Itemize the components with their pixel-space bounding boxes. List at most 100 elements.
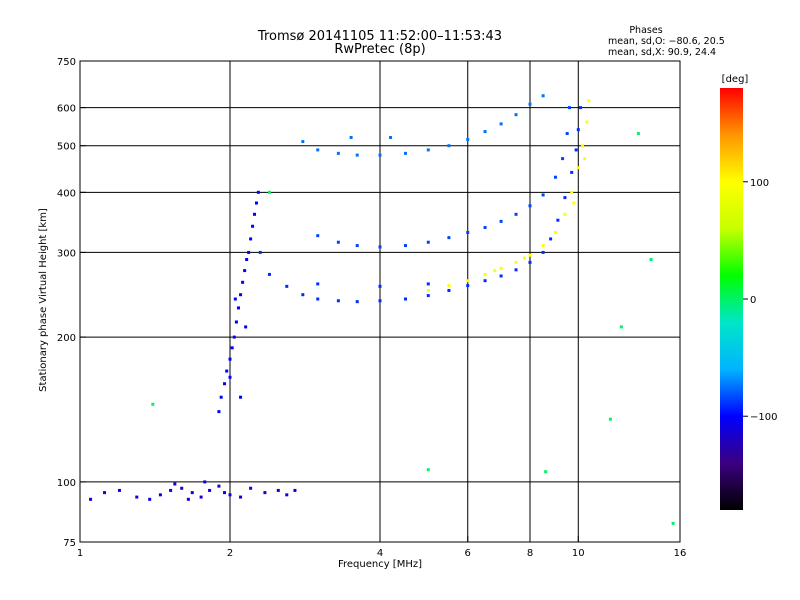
echo-point (241, 280, 245, 284)
echo-point (528, 204, 532, 208)
echo-point (336, 299, 340, 303)
echo-point (587, 99, 591, 103)
echo-point (316, 282, 320, 286)
phase-stats-o: mean, sd,O: −80.6, 20.5 (608, 36, 725, 47)
colorbar-label: [deg] (722, 74, 749, 85)
echo-point (378, 284, 382, 288)
echo-point (447, 236, 451, 240)
echo-point (544, 470, 548, 474)
echo-point (267, 272, 271, 276)
echo-point (426, 294, 430, 298)
echo-point (244, 325, 248, 329)
echo-point (426, 288, 430, 292)
echo-point (403, 297, 407, 301)
echo-point (567, 106, 571, 110)
echo-point (301, 293, 305, 297)
echo-point (208, 488, 212, 492)
echo-point (541, 193, 545, 197)
echo-point (378, 299, 382, 303)
echo-point (251, 224, 255, 228)
echo-point (239, 395, 243, 399)
echo-point (583, 157, 587, 161)
echo-point (426, 240, 430, 244)
echo-point (223, 382, 227, 386)
echo-point (253, 212, 257, 216)
echo-point (267, 190, 271, 194)
y-tick-label: 500 (57, 142, 76, 153)
echo-point (276, 488, 280, 492)
echo-point (483, 279, 487, 283)
echo-point (301, 140, 305, 144)
echo-point (378, 153, 382, 157)
echo-point (483, 272, 487, 276)
echo-point (349, 136, 353, 140)
echo-point (389, 136, 393, 140)
echo-point (228, 375, 232, 379)
echo-point (256, 190, 260, 194)
x-tick-label: 2 (227, 548, 233, 559)
y-tick-label: 600 (57, 104, 76, 115)
y-tick-label: 100 (57, 478, 76, 489)
echo-point (426, 468, 430, 472)
echo-point (233, 297, 237, 301)
echo-point (466, 230, 470, 234)
echo-point (203, 480, 207, 484)
x-tick-label: 1 (77, 548, 83, 559)
echo-point (158, 493, 162, 497)
echo-point (528, 260, 532, 264)
y-tick-label: 200 (57, 333, 76, 344)
echo-point (572, 201, 576, 205)
echo-point (217, 484, 221, 488)
echo-point (336, 240, 340, 244)
chart-subtitle: RwPretec (8p) (334, 42, 425, 57)
echo-point (243, 269, 247, 273)
echo-point (403, 151, 407, 155)
echo-point (239, 495, 243, 499)
x-tick-label: 16 (674, 548, 687, 559)
echo-point (169, 488, 173, 492)
echo-point (316, 148, 320, 152)
echo-point (316, 297, 320, 301)
echo-point (316, 234, 320, 238)
echo-point (249, 486, 253, 490)
echo-point (636, 132, 640, 136)
echo-point (581, 144, 585, 148)
echo-point (223, 491, 227, 495)
echo-point (228, 493, 232, 497)
echo-point (483, 225, 487, 229)
echo-point (89, 497, 93, 501)
echo-point (514, 260, 518, 264)
echo-point (117, 488, 121, 492)
echo-point (649, 257, 653, 261)
echo-point (234, 320, 238, 324)
echo-point (232, 335, 236, 339)
echo-point (173, 482, 177, 486)
echo-point (578, 106, 582, 110)
x-tick-label: 8 (527, 548, 533, 559)
echo-points (89, 94, 675, 525)
colorbar-tick-label: 0 (750, 295, 756, 306)
echo-point (570, 170, 574, 174)
echo-point (355, 153, 359, 157)
echo-point (541, 244, 545, 248)
echo-point (585, 120, 589, 124)
phase-stats-header: Phases (629, 25, 662, 36)
echo-point (541, 94, 545, 98)
echo-point (249, 237, 253, 241)
echo-point (355, 300, 359, 304)
echo-point (199, 495, 203, 499)
x-tick-label: 6 (465, 548, 471, 559)
echo-point (426, 148, 430, 152)
echo-point (528, 253, 532, 257)
echo-point (245, 257, 249, 261)
y-tick-label: 750 (57, 57, 76, 68)
echo-point (563, 212, 567, 216)
echo-point (447, 144, 451, 148)
echo-point (247, 250, 251, 254)
echo-point (499, 122, 503, 126)
echo-point (561, 157, 565, 161)
echo-point (565, 132, 569, 136)
echo-point (263, 491, 267, 495)
echo-point (447, 288, 451, 292)
